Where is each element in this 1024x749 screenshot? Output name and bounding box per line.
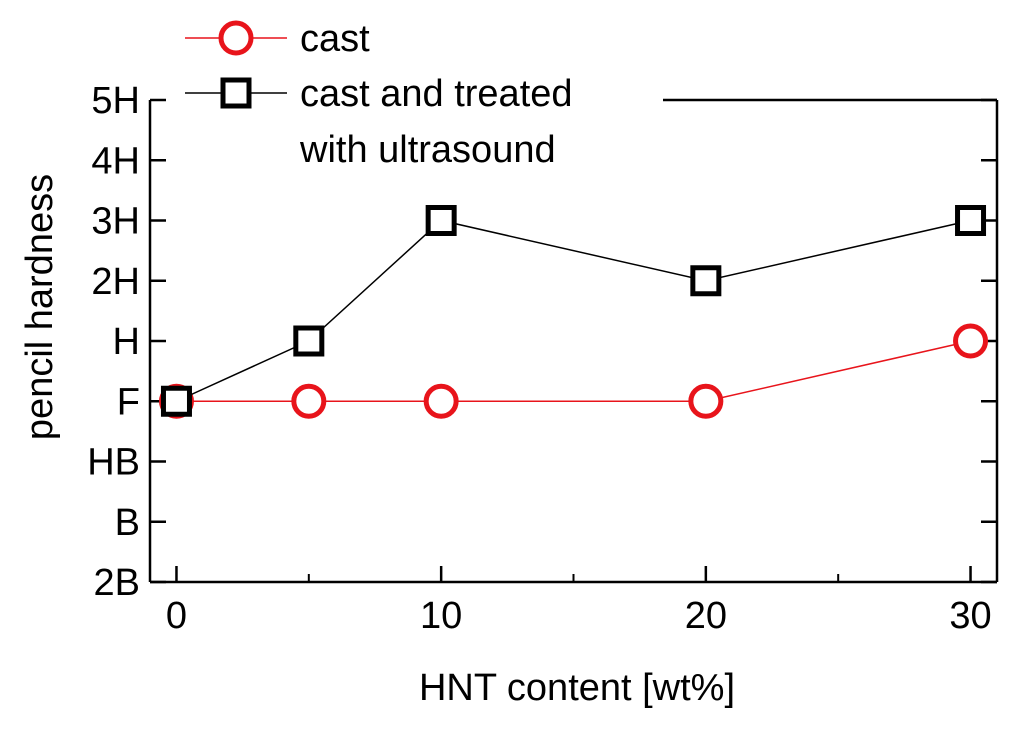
- y-tick-label: HB: [87, 442, 140, 484]
- y-axis-title: pencil hardness: [19, 174, 61, 440]
- x-tick-label: 10: [420, 595, 462, 637]
- legend-item-2: cast and treated with ultrasound: [185, 73, 573, 171]
- y-tick-label: 2H: [91, 261, 140, 303]
- y-axis: 2B B HB FH 2H 3H 4H 5H: [87, 80, 997, 604]
- y-tick-label: H: [113, 321, 140, 363]
- series-2: [160, 205, 987, 417]
- x-tick-label: 0: [166, 595, 187, 637]
- x-axis-title: HNT content [wt%]: [419, 667, 735, 709]
- data-point-circle: [953, 323, 989, 359]
- data-point-circle: [688, 383, 724, 419]
- y-tick-label: 2B: [94, 562, 140, 604]
- series-line: [176, 219, 971, 402]
- legend-marker-square: [220, 77, 252, 109]
- y-tick-label: 5H: [91, 80, 140, 122]
- legend: cast cast and treated with ultrasound: [185, 18, 573, 171]
- data-point-circle: [291, 383, 327, 419]
- legend-label: cast: [300, 18, 370, 60]
- data-point-square: [293, 325, 325, 357]
- data-point-circle: [423, 383, 459, 419]
- y-tick-label: 4H: [91, 140, 140, 182]
- series-layer: [158, 205, 989, 419]
- series-1: [158, 323, 989, 419]
- legend-marker-circle: [218, 20, 254, 56]
- legend-item-1: cast: [185, 18, 370, 60]
- y-tick-label: F: [117, 381, 140, 423]
- y-tick-label: 3H: [91, 201, 140, 243]
- x-axis: 0 10 20 30: [166, 566, 992, 637]
- y-tick-label: B: [115, 502, 140, 544]
- data-point-square: [955, 205, 987, 236]
- legend-label: cast and treated: [300, 73, 573, 115]
- data-point-square: [690, 265, 722, 297]
- x-tick-label: 30: [949, 595, 991, 637]
- x-tick-label: 20: [685, 595, 727, 637]
- data-point-square: [160, 385, 192, 417]
- data-point-square: [425, 205, 457, 236]
- plot-frame: [148, 98, 999, 584]
- legend-label: with ultrasound: [299, 129, 556, 171]
